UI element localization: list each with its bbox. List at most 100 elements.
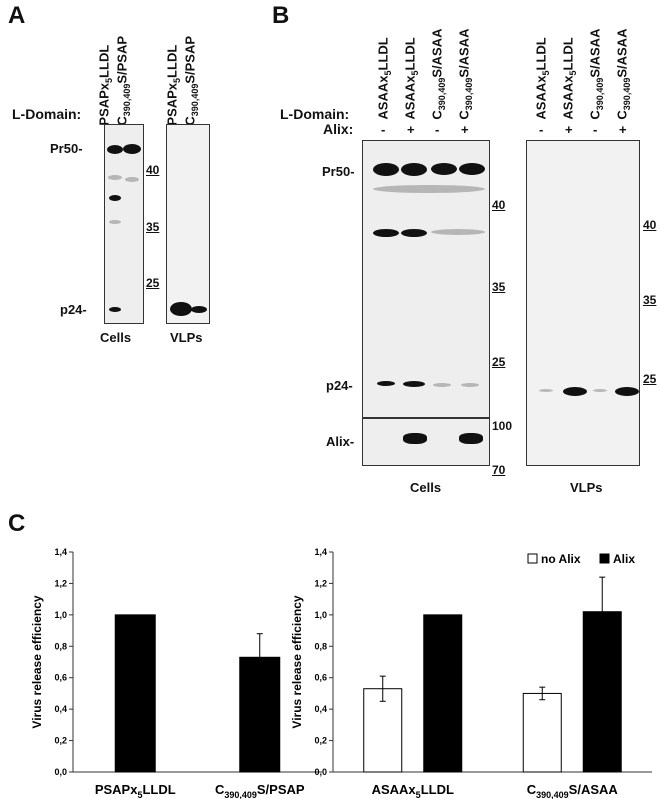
panel-a-letter: A	[8, 2, 26, 29]
panel-b-marker-35: 35	[492, 280, 506, 294]
band-vlp-p24-lane-2	[191, 306, 207, 313]
smear-b-row-1	[373, 185, 485, 193]
x-category-label-0: PSAPx5LLDL	[95, 782, 176, 799]
band-b-pr50-lane-3	[431, 163, 457, 175]
y-tick-label: 0,0	[54, 767, 67, 777]
panel-a-cells-blot	[104, 124, 144, 324]
band-b-alix-lane-4	[459, 433, 483, 444]
y-axis-title: Virus release efficiency	[30, 595, 44, 729]
band-b-vlp-lane-2	[563, 387, 587, 396]
panel-b-p24-label: p24-	[326, 378, 353, 393]
panel-a-marker-35: 35	[146, 220, 160, 234]
panel-a-marker-40: 40	[146, 163, 160, 177]
band-b-mid-lane-1	[373, 229, 399, 237]
band-lane-1-mid	[109, 195, 121, 201]
panel-b-pr50-label: Pr50-	[322, 164, 355, 179]
panel-b-lane-2-label: ASAAx5LLDL	[402, 37, 420, 120]
band-b-p24-lane-1	[377, 381, 395, 386]
panel-b-vlp-marker-40: 40	[643, 218, 657, 232]
panel-c-letter: C	[8, 510, 26, 537]
panel-b-vlp-marker-35: 35	[643, 293, 657, 307]
panel-b-cells-label: Cells	[410, 480, 442, 495]
y-tick-label: 1,4	[314, 547, 327, 557]
panel-b-lane-1-label: ASAAx5LLDL	[375, 37, 393, 120]
legend-label-no-alix: no Alix	[541, 552, 581, 566]
y-tick-label: 0,8	[54, 641, 67, 651]
panel-b-marker-25: 25	[492, 355, 506, 369]
panel-b-cells-blot	[362, 140, 490, 418]
panel-b-vlp-lane-4-label: C390,409S/ASAA	[614, 28, 632, 120]
panel-b-vlps-blot	[526, 140, 640, 466]
y-tick-label: 1,0	[314, 610, 327, 620]
bar-1-0	[522, 692, 562, 773]
panel-b-alix-sign-2: +	[407, 122, 415, 137]
panel-b-alix-sign-3: -	[435, 122, 440, 137]
band-b-p24-lane-2	[403, 381, 425, 387]
panel-b-alix-sign-4: +	[461, 122, 469, 137]
legend-label-alix: Alix	[613, 552, 635, 566]
panel-b-vlps-label: VLPs	[570, 480, 603, 495]
panel-a-vlps-blot	[166, 124, 210, 324]
band-b-pr50-lane-1	[373, 163, 399, 176]
chart-right: Virus release efficiency 0,0 0,2 0,4 0,6 0,8 1…	[290, 547, 652, 799]
panel-b-alix-band-label: Alix-	[326, 434, 355, 449]
panel-a-cells-label: Cells	[100, 330, 132, 345]
panel-b-lane-3-label: C390,409S/ASAA	[429, 28, 447, 120]
panel-a-lane-2-label: C390,409S/PSAP	[114, 35, 132, 126]
y-tick-label: 1,0	[54, 610, 67, 620]
legend-swatch-alix	[599, 553, 610, 564]
y-tick-label: 1,2	[54, 578, 67, 588]
legend-swatch-no-alix	[527, 553, 538, 564]
x-category-label-1: C390,409S/PSAP	[215, 782, 305, 799]
y-tick-label: 0,4	[314, 704, 327, 714]
y-tick-label: 0,6	[54, 673, 67, 683]
y-tick-label: 1,2	[314, 578, 327, 588]
band-vlp-p24-lane-1	[170, 302, 192, 316]
y-tick-label: 0,0	[314, 767, 327, 777]
panel-b-vlp-lane-1-label: ASAAx5LLDL	[533, 37, 551, 120]
bar-0-1	[423, 614, 463, 773]
smear-b-p24-lane-4	[461, 383, 479, 387]
band-pr50-lane-1	[107, 145, 123, 154]
panel-b-vlp-alix-sign-1: -	[539, 122, 544, 137]
y-tick-label: 1,4	[54, 547, 67, 557]
panel-b-lane-4-label: C390,409S/ASAA	[456, 28, 474, 120]
x-category-label-1: C390,409S/ASAA	[527, 782, 619, 799]
panel-b-vlp-lane-3-label: C390,409S/ASAA	[587, 28, 605, 120]
smear-b-p24-lane-3	[433, 383, 451, 387]
smear-b-vlp-lane-1	[539, 389, 553, 392]
panel-b-alix-label: Alix:	[323, 121, 354, 137]
y-tick-label: 0,2	[314, 736, 327, 746]
panel-b-vlp-alix-sign-4: +	[619, 122, 627, 137]
panel-b-vlp-marker-25: 25	[643, 372, 657, 386]
panel-b-ldomain-label: L-Domain:	[280, 106, 350, 122]
panel-a-marker-25: 25	[146, 276, 160, 290]
smear-b-mid-lanes-3-4	[431, 229, 485, 235]
x-category-label-0: ASAAx5LLDL	[372, 782, 454, 799]
panel-a-lane-1-label: PSAPx5LLDL	[96, 44, 114, 126]
y-tick-label: 0,6	[314, 673, 327, 683]
band-p24-lane-1	[109, 307, 121, 312]
panel-a-ldomain-label: L-Domain:	[12, 106, 82, 122]
y-tick-label: 0,8	[314, 641, 327, 651]
panel-b-marker-70: 70	[492, 463, 506, 477]
panel-a-p24-label: p24-	[60, 302, 87, 317]
y-tick-label: 0,4	[54, 704, 67, 714]
band-b-pr50-lane-2	[401, 163, 427, 176]
band-b-vlp-lane-4	[615, 387, 639, 396]
panel-b-marker-100: 100	[492, 419, 513, 433]
panel-b-vlp-lane-2-label: ASAAx5LLDL	[560, 37, 578, 120]
y-tick-label: 0,2	[54, 736, 67, 746]
y-axis-title: Virus release efficiency	[290, 595, 304, 729]
panel-b-letter: B	[272, 2, 290, 29]
band-b-pr50-lane-4	[459, 163, 485, 175]
smear-b-vlp-lane-3	[593, 389, 607, 392]
panel-a-pr50-label: Pr50-	[50, 141, 83, 156]
band-b-mid-lane-2	[401, 229, 427, 237]
band-b-alix-lane-2	[403, 433, 427, 444]
band-pr50-lane-2	[123, 144, 141, 154]
bar-0-0	[114, 614, 156, 773]
panel-a-vlps-label: VLPs	[170, 330, 203, 345]
panel-b-alix-sign-1: -	[381, 122, 386, 137]
smear-lane-1	[108, 175, 122, 180]
